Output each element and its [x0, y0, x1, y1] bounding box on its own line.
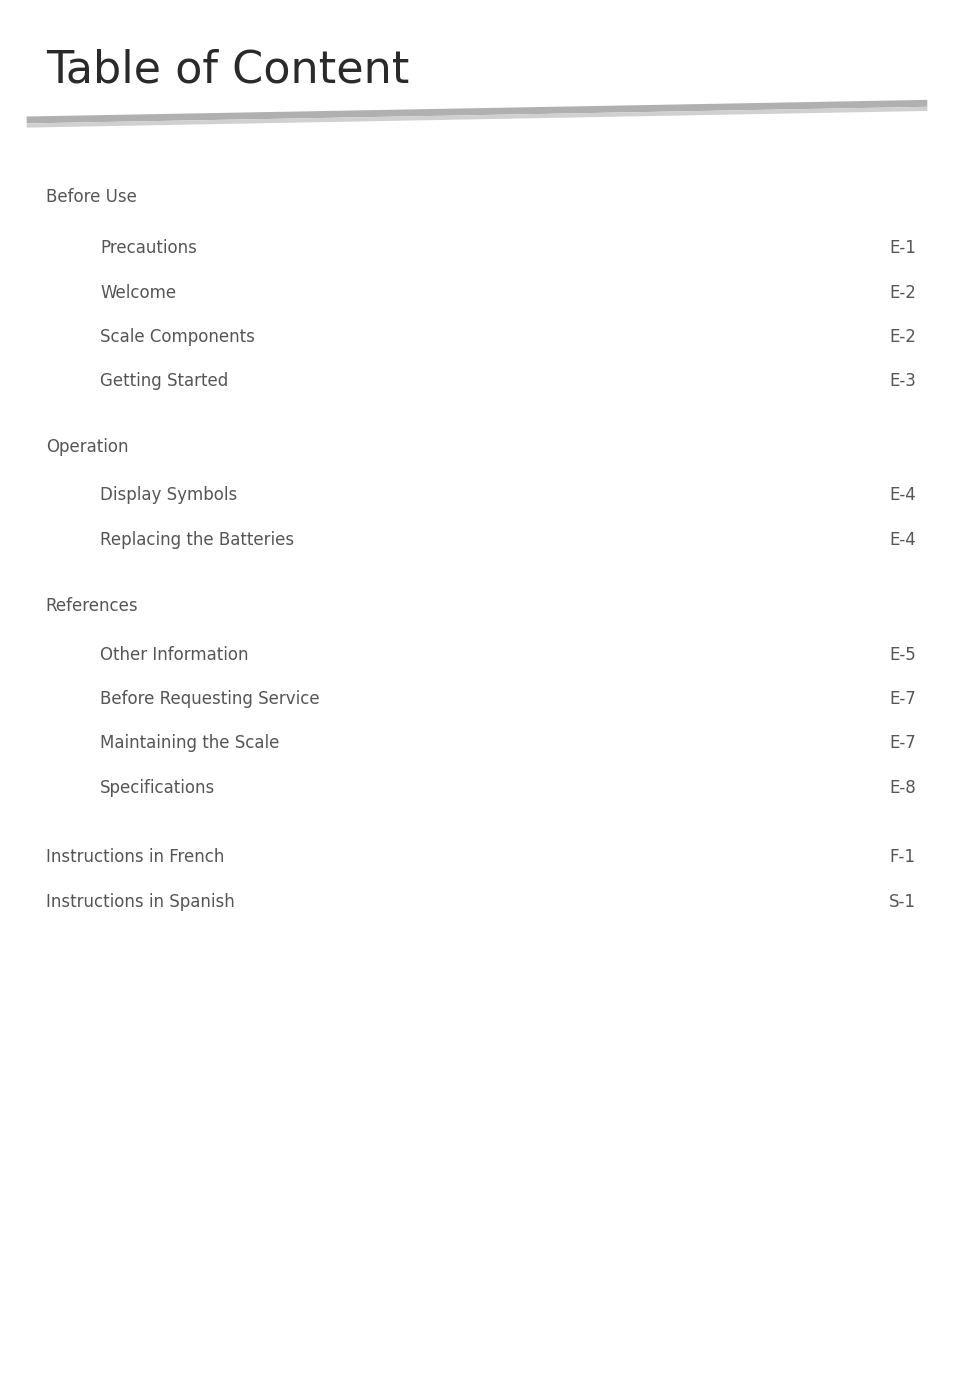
Text: Operation: Operation — [46, 438, 128, 455]
Text: E-4: E-4 — [888, 487, 915, 503]
Text: References: References — [46, 598, 138, 614]
Text: Replacing the Batteries: Replacing the Batteries — [100, 531, 294, 548]
Text: F-1: F-1 — [889, 849, 915, 865]
Text: S-1: S-1 — [888, 893, 915, 910]
Text: E-7: E-7 — [888, 735, 915, 752]
Text: Table of Content: Table of Content — [46, 49, 409, 92]
Text: E-2: E-2 — [888, 284, 915, 301]
Polygon shape — [27, 100, 926, 123]
Text: E-4: E-4 — [888, 531, 915, 548]
Text: Other Information: Other Information — [100, 646, 249, 663]
Text: Maintaining the Scale: Maintaining the Scale — [100, 735, 279, 752]
Text: Instructions in French: Instructions in French — [46, 849, 224, 865]
Text: Before Use: Before Use — [46, 189, 136, 205]
Text: Scale Components: Scale Components — [100, 329, 254, 345]
Text: Instructions in Spanish: Instructions in Spanish — [46, 893, 234, 910]
Text: Precautions: Precautions — [100, 240, 197, 257]
Text: E-3: E-3 — [888, 373, 915, 390]
Text: E-7: E-7 — [888, 691, 915, 707]
Text: E-8: E-8 — [888, 779, 915, 796]
Text: Specifications: Specifications — [100, 779, 215, 796]
Text: E-1: E-1 — [888, 240, 915, 257]
Text: Before Requesting Service: Before Requesting Service — [100, 691, 319, 707]
Polygon shape — [27, 107, 926, 128]
Text: E-2: E-2 — [888, 329, 915, 345]
Text: Welcome: Welcome — [100, 284, 176, 301]
Text: Display Symbols: Display Symbols — [100, 487, 237, 503]
Text: E-5: E-5 — [888, 646, 915, 663]
Text: Getting Started: Getting Started — [100, 373, 228, 390]
